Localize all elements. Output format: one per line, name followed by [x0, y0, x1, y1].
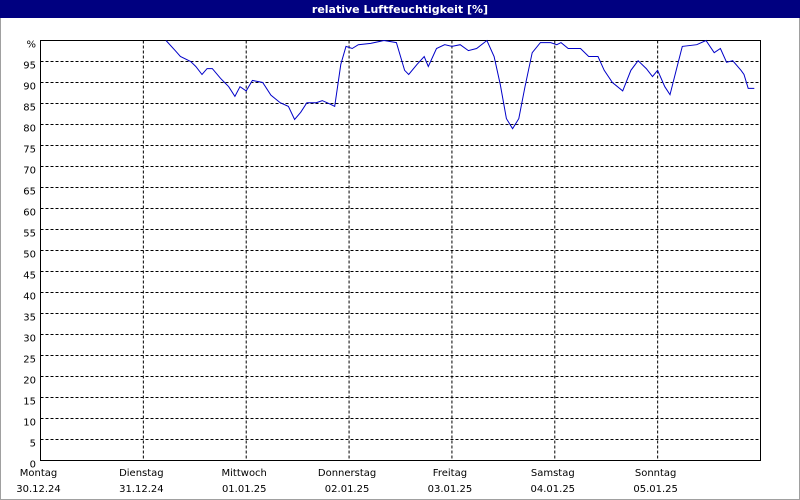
y-tick-label: 65 — [23, 187, 36, 198]
chart-title: relative Luftfeuchtigkeit [%] — [312, 3, 488, 16]
x-tick-sublabel: 01.01.25 — [222, 484, 267, 495]
x-tick-label: Donnerstag — [318, 468, 376, 479]
x-tick-sublabel: 02.01.25 — [325, 484, 370, 495]
y-tick-label: % — [26, 40, 36, 51]
y-tick-label: 95 — [23, 61, 36, 72]
y-tick-label: 45 — [23, 271, 36, 282]
data-line — [165, 39, 755, 130]
y-tick-label: 75 — [23, 145, 36, 156]
y-tick-label: 10 — [23, 418, 36, 429]
y-tick-label: 50 — [23, 250, 36, 261]
title-bar — [0, 0, 800, 18]
y-tick-label: 70 — [23, 166, 36, 177]
y-tick-label: 0 — [30, 460, 36, 471]
x-tick-label: Dienstag — [119, 468, 164, 479]
x-tick-label: Mittwoch — [222, 468, 267, 479]
y-tick-label: 15 — [23, 397, 36, 408]
x-tick-sublabel: 04.01.25 — [531, 484, 576, 495]
y-tick-label: 40 — [23, 292, 36, 303]
x-tick-label: Freitag — [433, 468, 467, 479]
y-tick-label: 20 — [23, 376, 36, 387]
x-tick-sublabel: 03.01.25 — [428, 484, 473, 495]
x-tick-label: Samstag — [531, 468, 575, 479]
x-tick-label: Montag — [20, 468, 57, 479]
y-tick-label: 80 — [23, 124, 36, 135]
y-tick-label: 25 — [23, 355, 36, 366]
y-tick-label: 5 — [30, 439, 36, 450]
x-tick-sublabel: 30.12.24 — [16, 484, 61, 495]
x-tick-label: Sonntag — [635, 468, 677, 479]
x-tick-sublabel: 31.12.24 — [119, 484, 164, 495]
y-tick-label: 35 — [23, 313, 36, 324]
y-tick-label: 85 — [23, 103, 36, 114]
x-tick-sublabel: 05.01.25 — [633, 484, 678, 495]
y-tick-label: 30 — [23, 334, 36, 345]
y-tick-label: 55 — [23, 229, 36, 240]
y-tick-label: 90 — [23, 82, 36, 93]
y-tick-label: 60 — [23, 208, 36, 219]
